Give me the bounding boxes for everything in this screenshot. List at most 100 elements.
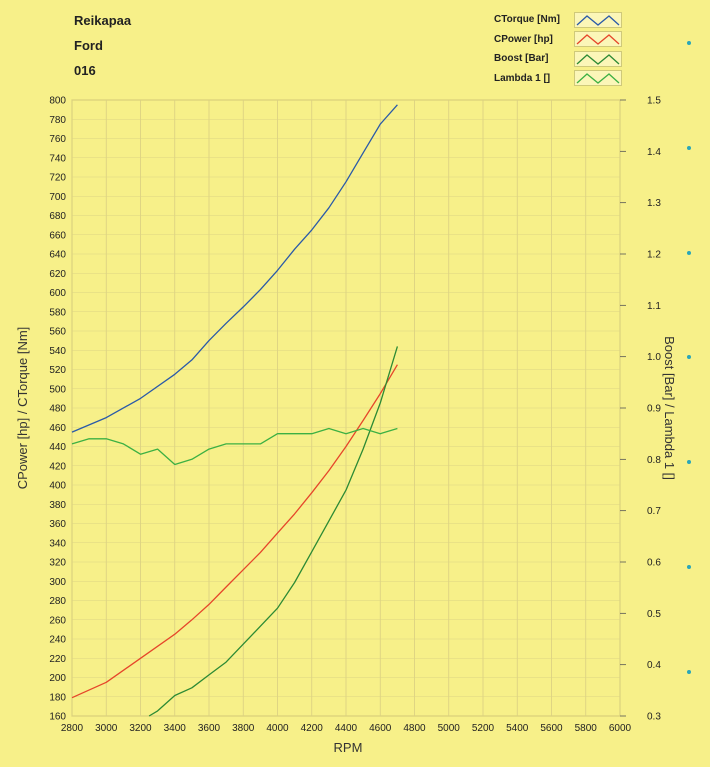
y-left-tick-label: 160	[49, 712, 66, 723]
y-left-tick-label: 600	[49, 288, 66, 299]
x-tick-label: 2800	[61, 723, 84, 734]
legend-line	[576, 14, 620, 26]
y-left-tick-label: 800	[49, 96, 66, 107]
legend-swatch-boost	[574, 50, 622, 67]
y-right-tick-label: 0.8	[647, 455, 661, 466]
legend-item-boost: Boost [Bar]	[494, 49, 624, 69]
series-line-ctorque-nm	[71, 104, 398, 433]
y-right-tick-label: 0.7	[647, 506, 661, 517]
y-left-tick-label: 700	[49, 192, 66, 203]
y-left-tick-label: 380	[49, 500, 66, 511]
y-left-tick-label: 520	[49, 365, 66, 376]
y-left-tick-label: 440	[49, 442, 66, 453]
x-tick-label: 6000	[609, 723, 632, 734]
legend-label: CPower [hp]	[494, 33, 553, 45]
margin-dot	[687, 355, 691, 359]
x-tick-label: 5000	[438, 723, 461, 734]
y-left-tick-label: 660	[49, 230, 66, 241]
tick-labels: 2800 3000 3200 3400 3600 3800 4000 4200 4400 4600…	[49, 96, 661, 735]
y-right-tick-label: 1.0	[647, 352, 661, 363]
x-tick-label: 5400	[506, 723, 529, 734]
y-left-tick-label: 620	[49, 269, 66, 280]
x-tick-label: 4000	[266, 723, 289, 734]
y-right-tick-label: 1.3	[647, 198, 661, 209]
x-tick-label: 4200	[301, 723, 324, 734]
run-code: 016	[74, 63, 96, 78]
y-left-tick-label: 420	[49, 461, 66, 472]
margin-dot	[687, 41, 691, 45]
series-line-cpower-hp	[71, 364, 398, 699]
x-axis-label: RPM	[334, 740, 363, 755]
y-right-tick-label: 0.4	[647, 660, 661, 671]
y-left-tick-label: 480	[49, 404, 66, 415]
x-tick-label: 3200	[129, 723, 152, 734]
y-left-tick-label: 180	[49, 692, 66, 703]
y-left-tick-label: 580	[49, 307, 66, 318]
y-left-tick-label: 740	[49, 153, 66, 164]
y-right-tick-label: 1.2	[647, 250, 661, 261]
series-line-lambda-1	[71, 427, 398, 466]
y-left-tick-label: 220	[49, 654, 66, 665]
x-tick-label: 3800	[232, 723, 255, 734]
y-left-tick-label: 720	[49, 173, 66, 184]
legend-line	[576, 73, 620, 85]
x-tick-label: 4600	[369, 723, 392, 734]
y-left-tick-label: 340	[49, 538, 66, 549]
y-left-tick-label: 200	[49, 673, 66, 684]
legend-swatch-ctorque	[574, 11, 622, 28]
y-left-tick-label: 680	[49, 211, 66, 222]
y-left-tick-label: 460	[49, 423, 66, 434]
margin-dot	[687, 460, 691, 464]
legend-swatch-lambda	[574, 70, 622, 87]
y-right-tick-label: 1.5	[647, 96, 661, 107]
y-left-tick-label: 240	[49, 635, 66, 646]
y-right-tick-label: 1.1	[647, 301, 661, 312]
y-right-tick-label: 1.4	[647, 147, 661, 158]
y-right-tick-label: 0.3	[647, 712, 661, 723]
margin-dot	[687, 565, 691, 569]
x-tick-label: 3400	[164, 723, 187, 734]
legend-item-lambda: Lambda 1 []	[494, 69, 624, 89]
y-right-tick-label: 0.9	[647, 404, 661, 415]
legend-label: CTorque [Nm]	[494, 14, 560, 26]
legend-label: Lambda 1 []	[494, 72, 551, 84]
y-left-tick-label: 280	[49, 596, 66, 607]
legend-item-ctorque: CTorque [Nm]	[494, 10, 624, 30]
legend-label: Boost [Bar]	[494, 53, 549, 65]
series-line-boost-bar	[148, 346, 399, 717]
margin-dot	[687, 670, 691, 674]
y-left-tick-label: 560	[49, 327, 66, 338]
y-left-tick-label: 300	[49, 577, 66, 588]
vehicle-make: Ford	[74, 38, 103, 53]
legend-line	[576, 34, 620, 46]
y-left-tick-label: 780	[49, 115, 66, 126]
grid	[71, 99, 621, 717]
x-tick-label: 3600	[198, 723, 221, 734]
customer-name: Reikapaa	[74, 13, 132, 28]
y-axis-left-label: CPower [hp] / CTorque [Nm]	[15, 327, 30, 490]
y-left-tick-label: 640	[49, 250, 66, 261]
y-left-tick-label: 760	[49, 134, 66, 145]
y-left-tick-label: 540	[49, 346, 66, 357]
y-left-tick-label: 260	[49, 615, 66, 626]
y-left-tick-label: 400	[49, 481, 66, 492]
run-info: Reikapaa Ford 016	[74, 14, 131, 89]
y-right-tick-label: 0.5	[647, 609, 661, 620]
x-tick-label: 5200	[472, 723, 495, 734]
legend: CTorque [Nm] CPower [hp] Boost [Bar] Lam…	[494, 10, 624, 88]
margin-dot	[687, 146, 691, 150]
x-tick-label: 3000	[95, 723, 118, 734]
y-left-tick-label: 320	[49, 558, 66, 569]
series-layer	[71, 104, 399, 717]
x-tick-label: 4800	[403, 723, 426, 734]
x-tick-label: 4400	[335, 723, 358, 734]
legend-swatch-cpower	[574, 31, 622, 48]
legend-item-cpower: CPower [hp]	[494, 30, 624, 50]
x-tick-label: 5800	[575, 723, 598, 734]
margin-dot	[687, 251, 691, 255]
x-tick-label: 5600	[540, 723, 563, 734]
y-left-tick-label: 500	[49, 384, 66, 395]
y-axis-right-label: Boost [Bar] / Lambda 1 []	[662, 336, 677, 480]
y-right-tick-label: 0.6	[647, 558, 661, 569]
